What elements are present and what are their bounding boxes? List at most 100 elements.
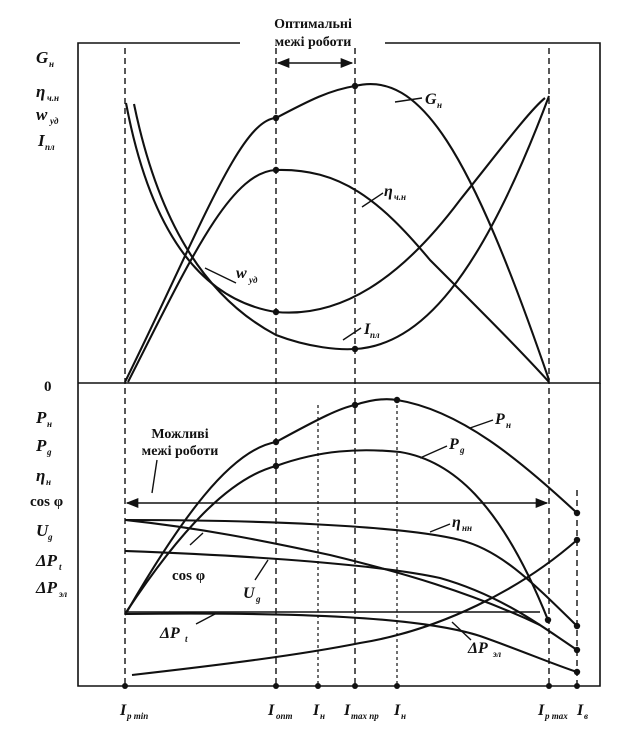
svg-text:I: I	[576, 702, 584, 719]
possible-range-leader	[151, 459, 158, 494]
svg-text:н: н	[47, 419, 52, 429]
svg-text:уд: уд	[49, 116, 59, 126]
bottom-y-label-cos: cos φ	[30, 494, 63, 510]
x-label-I-r-max: I р max	[537, 702, 568, 721]
possible-range-label-line2: межі роботи	[142, 444, 219, 459]
svg-text:g: g	[255, 594, 261, 604]
leader-dPt	[195, 613, 216, 625]
svg-text:I: I	[393, 702, 401, 719]
svg-text:g: g	[47, 532, 53, 542]
x-axis-labels: I р min I опт I н I max пр I н I р max I…	[119, 683, 588, 721]
x-label-I-opt: I опт	[267, 702, 293, 721]
svg-text:cos φ: cos φ	[30, 494, 63, 510]
x-label-I-max-pr: I max пр	[343, 702, 379, 721]
curve-label-Pg: P g	[448, 436, 465, 455]
x-tick-1	[122, 683, 128, 689]
bottom-y-label-Pn: P н	[35, 408, 52, 429]
leader-G	[394, 97, 423, 103]
curve-label-Ug: U g	[243, 585, 261, 604]
svg-text:w: w	[236, 265, 247, 282]
top-y-label-w: w уд	[36, 105, 59, 126]
top-panel-frame	[77, 42, 601, 384]
svg-text:пл: пл	[370, 330, 380, 340]
x-label-I-v: I в	[576, 702, 588, 721]
svg-text:η: η	[36, 82, 45, 101]
svg-text:н: н	[437, 100, 442, 110]
curve-delta-P-el	[131, 539, 578, 677]
svg-text:I: I	[363, 321, 371, 338]
svg-text:ΔP: ΔP	[35, 551, 58, 570]
optimal-range-label-line2: межі роботи	[275, 35, 352, 50]
curve-delta-P-el-tail	[124, 612, 578, 673]
svg-text:ΔP: ΔP	[35, 578, 58, 597]
leader-Pg	[419, 445, 448, 459]
curve-label-cos: cos φ	[172, 568, 205, 584]
svg-text:уд: уд	[248, 275, 258, 285]
curve-I-pl	[132, 95, 550, 351]
svg-text:н: н	[506, 420, 511, 430]
svg-text:I: I	[312, 702, 320, 719]
svg-text:I: I	[37, 131, 46, 150]
optimal-range-label-line1: Оптимальні	[274, 17, 352, 32]
curve-label-I: I пл	[363, 321, 380, 340]
svg-text:I: I	[343, 702, 351, 719]
curve-label-dPel: ΔP эл	[467, 640, 502, 659]
svg-text:н: н	[320, 711, 325, 721]
svg-text:g: g	[46, 447, 52, 457]
leader-I	[342, 327, 362, 341]
top-y-label-I: I пл	[37, 131, 55, 152]
svg-text:I: I	[537, 702, 545, 719]
svg-text:эл: эл	[58, 589, 68, 599]
bottom-y-label-dPel: ΔP эл	[35, 578, 68, 599]
leader-Ug	[254, 559, 269, 581]
svg-text:н: н	[401, 711, 406, 721]
bottom-y-label-dPt: ΔP t	[35, 551, 62, 572]
curve-w-ud	[124, 97, 546, 314]
bottom-y-label-Ug: U g	[36, 521, 53, 542]
curve-U-g	[124, 549, 578, 651]
svg-text:I: I	[119, 702, 127, 719]
svg-text:в: в	[584, 711, 588, 721]
svg-text:р min: р min	[126, 711, 148, 721]
svg-text:G: G	[425, 91, 437, 108]
x-label-I-r-min: I р min	[119, 702, 148, 721]
curve-eta-nn	[124, 518, 578, 627]
curve-label-G: G н	[425, 91, 442, 110]
top-y-label-eta: η ч.н	[36, 82, 59, 103]
svg-text:t: t	[59, 562, 62, 572]
x-tick-5	[394, 683, 400, 689]
x-tick-6	[546, 683, 552, 689]
svg-text:ч.н: ч.н	[394, 192, 406, 202]
possible-range-label-line1: Можливі	[151, 427, 208, 442]
svg-text:пл: пл	[45, 142, 55, 152]
svg-text:g: g	[459, 445, 465, 455]
bottom-y-label-Pg: P g	[35, 436, 52, 457]
svg-text:ΔP: ΔP	[159, 625, 180, 642]
point-Pn-nom	[393, 396, 401, 404]
svg-text:P: P	[35, 436, 47, 455]
svg-text:w: w	[36, 105, 48, 124]
x-label-I-n-2: I н	[393, 702, 406, 721]
svg-text:н: н	[46, 477, 51, 487]
vertical-guides	[124, 48, 578, 686]
x-tick-3	[315, 683, 321, 689]
zero-label: 0	[44, 379, 52, 395]
curve-G-n	[124, 83, 550, 383]
svg-text:ΔP: ΔP	[467, 640, 488, 657]
bottom-y-label-eta: η н	[36, 466, 51, 487]
svg-text:P: P	[448, 436, 459, 453]
x-tick-7	[574, 683, 580, 689]
bottom-panel: P н P g η н cos φ U g ΔP t ΔP эл Можливі…	[30, 383, 601, 687]
leader-eta	[361, 192, 384, 208]
curve-eta-chn	[127, 168, 550, 383]
svg-text:U: U	[243, 585, 256, 602]
svg-text:P: P	[35, 408, 47, 427]
svg-text:опт: опт	[276, 711, 293, 721]
svg-text:ч.н: ч.н	[47, 93, 59, 103]
svg-text:P: P	[494, 411, 505, 428]
leader-cos	[189, 532, 204, 546]
point-Pg-end	[544, 616, 552, 624]
top-panel: Оптимальні межі роботи G н η ч.н w уд I …	[36, 17, 601, 395]
